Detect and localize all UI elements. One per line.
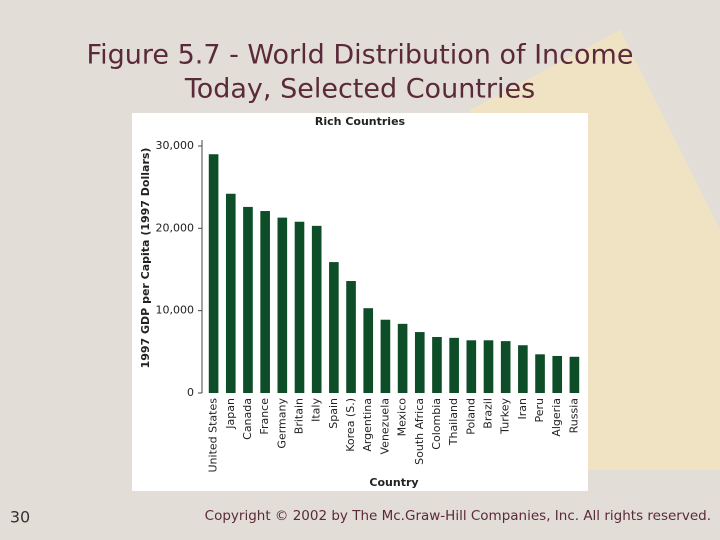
- x-tick-label: Korea (S.): [344, 398, 357, 452]
- x-tick-label: Argentina: [361, 398, 374, 452]
- x-tick-label: Mexico: [396, 398, 409, 437]
- bar: [311, 225, 322, 393]
- footer: Copyright © 2002 by The Mc.Graw-Hill Com…: [205, 508, 711, 524]
- y-tick-label: 30,000: [156, 139, 195, 152]
- x-tick-label: Thailand: [447, 398, 460, 446]
- x-tick-label: Spain: [327, 398, 340, 429]
- bar: [552, 355, 563, 393]
- bar: [380, 319, 391, 393]
- slide-title: Figure 5.7 - World Distribution of Incom…: [87, 40, 634, 71]
- x-tick-label: France: [258, 398, 271, 435]
- bar: [346, 281, 356, 393]
- x-tick-label: South Africa: [413, 398, 426, 465]
- slide-title: Today, Selected Countries: [184, 74, 535, 105]
- bar: [243, 206, 253, 393]
- x-tick-label: Colombia: [430, 398, 443, 450]
- x-tick-label: Brazil: [482, 398, 495, 429]
- x-tick-label: Venezuela: [378, 398, 391, 455]
- page-number: 30: [10, 508, 30, 527]
- x-tick-label: Japan: [224, 398, 237, 430]
- y-tick-label: 20,000: [156, 221, 195, 234]
- bar: [208, 154, 219, 393]
- x-tick-label: Peru: [533, 398, 546, 423]
- x-tick-label: Poland: [464, 398, 477, 435]
- x-tick-label: United States: [207, 398, 220, 473]
- bar: [397, 323, 408, 393]
- bar: [518, 345, 528, 393]
- bar: [569, 356, 580, 393]
- bar: [483, 340, 494, 393]
- bar: [500, 341, 511, 393]
- bar: [294, 221, 305, 393]
- x-tick-label: Germany: [275, 398, 288, 449]
- y-tick-label: 10,000: [156, 304, 195, 317]
- bar: [260, 211, 270, 393]
- bar: [277, 217, 288, 393]
- y-axis-label: 1997 GDP per Capita (1997 Dollars): [139, 148, 152, 369]
- x-tick-label: Russia: [567, 398, 580, 433]
- chart-title: Rich Countries: [315, 115, 406, 128]
- x-tick-label: Algeria: [550, 398, 563, 437]
- chart-panel: [132, 113, 588, 491]
- bar: [449, 337, 459, 393]
- bar: [329, 262, 339, 393]
- bar: [414, 332, 425, 393]
- bar: [363, 308, 374, 393]
- bar: [535, 354, 545, 393]
- bar: [466, 340, 477, 393]
- x-tick-label: Iran: [516, 398, 529, 420]
- x-axis-label: Country: [369, 476, 418, 489]
- y-tick-label: 0: [187, 386, 194, 399]
- x-tick-label: Canada: [241, 398, 254, 440]
- x-tick-label: Turkey: [499, 398, 512, 435]
- x-tick-label: Britain: [293, 398, 306, 434]
- bar: [225, 193, 236, 393]
- bar: [432, 337, 442, 393]
- x-tick-label: Italy: [310, 398, 323, 422]
